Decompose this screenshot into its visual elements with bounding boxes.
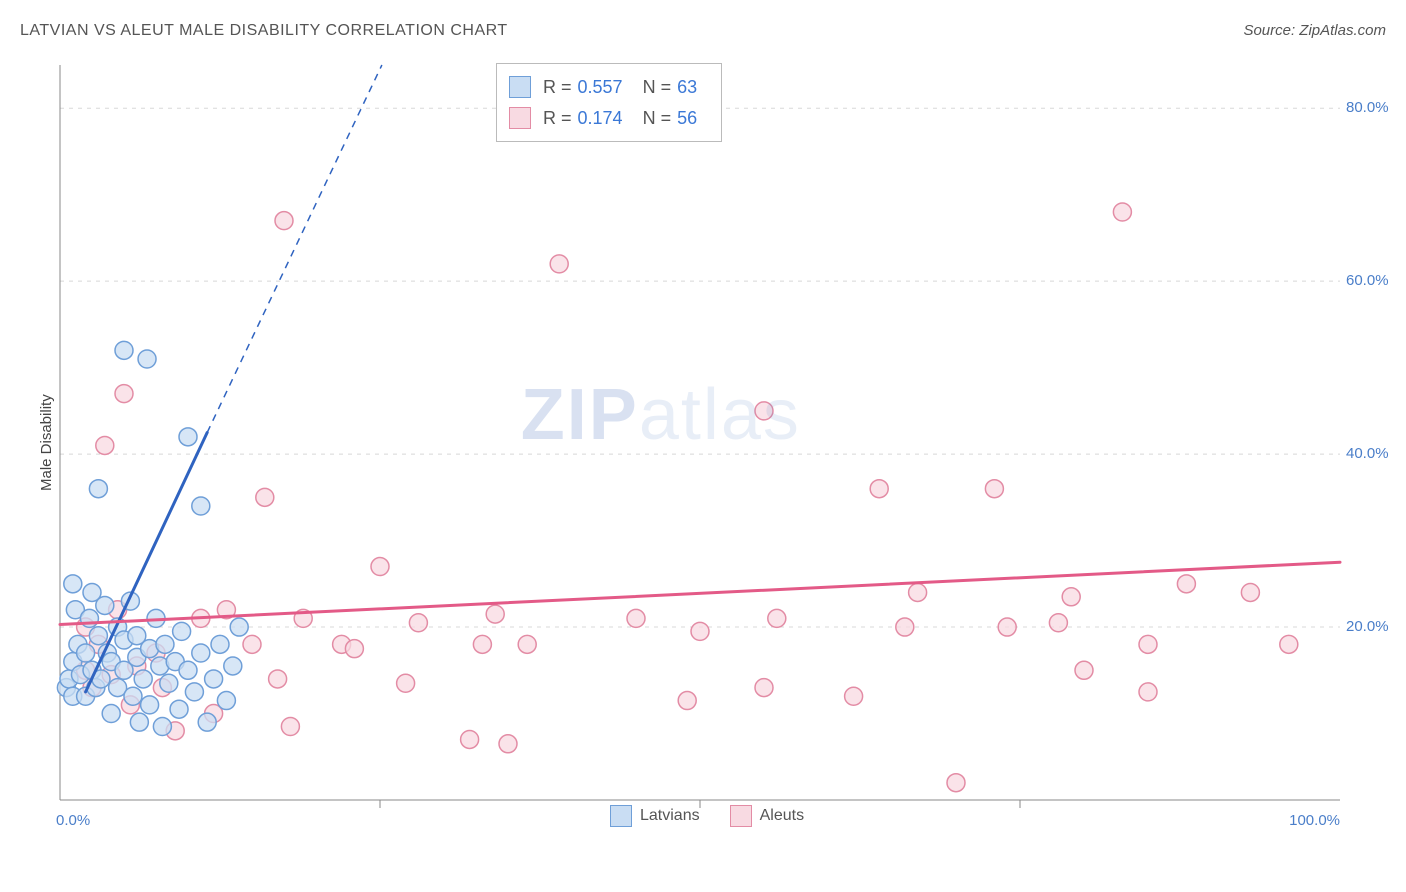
y-tick-label: 20.0% [1346, 618, 1389, 635]
stats-n-label: N = [643, 103, 672, 134]
y-tick-label: 80.0% [1346, 99, 1389, 116]
correlation-stats-box: R = 0.557 N = 63 R = 0.174 N = 56 [496, 63, 722, 142]
legend-swatch [730, 805, 752, 827]
stats-n-value: 63 [677, 72, 697, 103]
stats-r-label: R = [543, 103, 572, 134]
y-axis-label: Male Disability [38, 395, 55, 492]
stats-n-value: 56 [677, 103, 697, 134]
bottom-legend: Latvians Aleuts [610, 805, 804, 827]
stats-row: R = 0.557 N = 63 [509, 72, 703, 103]
x-tick-label: 0.0% [56, 812, 90, 829]
stats-swatch [509, 76, 531, 98]
stats-r-value: 0.557 [578, 72, 623, 103]
legend-label: Latvians [640, 807, 700, 825]
chart-title: LATVIAN VS ALEUT MALE DISABILITY CORRELA… [20, 22, 508, 40]
x-tick-label: 100.0% [1289, 812, 1340, 829]
stats-row: R = 0.174 N = 56 [509, 103, 703, 134]
chart-area: 20.0%40.0%60.0%80.0% 0.0%100.0% Male Dis… [50, 55, 1386, 825]
stats-r-label: R = [543, 72, 572, 103]
stats-r-value: 0.174 [578, 103, 623, 134]
source-attribution: Source: ZipAtlas.com [1243, 22, 1386, 39]
legend-swatch [610, 805, 632, 827]
scatter-chart-svg [50, 55, 1386, 825]
legend-label: Aleuts [760, 807, 804, 825]
stats-swatch [509, 107, 531, 129]
y-tick-label: 40.0% [1346, 445, 1389, 462]
stats-n-label: N = [643, 72, 672, 103]
y-tick-label: 60.0% [1346, 272, 1389, 289]
